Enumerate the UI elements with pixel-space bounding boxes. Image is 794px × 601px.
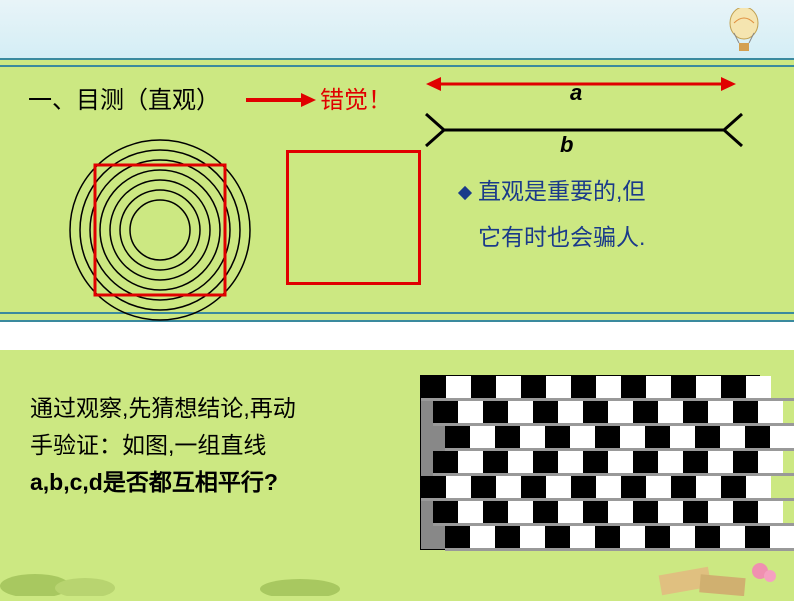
bottom-decorations <box>0 556 794 596</box>
line-b-muller-lyer <box>424 108 738 157</box>
red-arrow-icon <box>246 90 316 115</box>
sky-background-top <box>0 0 794 58</box>
question-line-3: a,b,c,d是否都互相平行? <box>30 469 278 495</box>
bullet-point-text: 直观是重要的,但 它有时也会骗人. <box>460 168 645 260</box>
diamond-bullet-icon <box>458 186 472 200</box>
label-b: b <box>560 132 573 158</box>
divider-line <box>0 65 794 67</box>
question-line-1: 通过观察,先猜想结论,再动 <box>30 390 390 427</box>
cafe-wall-illusion <box>420 375 760 550</box>
bullet-line-2: 它有时也会骗人. <box>478 224 645 250</box>
red-square-reference <box>286 150 421 285</box>
illusion-label: 错觉！ <box>320 80 392 115</box>
question-line-2: 手验证：如图,一组直线 <box>30 427 390 464</box>
question-text: 通过观察,先猜想结论,再动 手验证：如图,一组直线 a,b,c,d是否都互相平行… <box>30 390 390 500</box>
divider-line <box>0 58 794 60</box>
label-a: a <box>570 80 582 106</box>
bullet-line-1: 直观是重要的,但 <box>478 178 645 204</box>
section-heading: 一、目测（直观） <box>28 80 220 115</box>
concentric-circles-illusion <box>60 130 260 335</box>
balloon-icon <box>724 8 764 58</box>
